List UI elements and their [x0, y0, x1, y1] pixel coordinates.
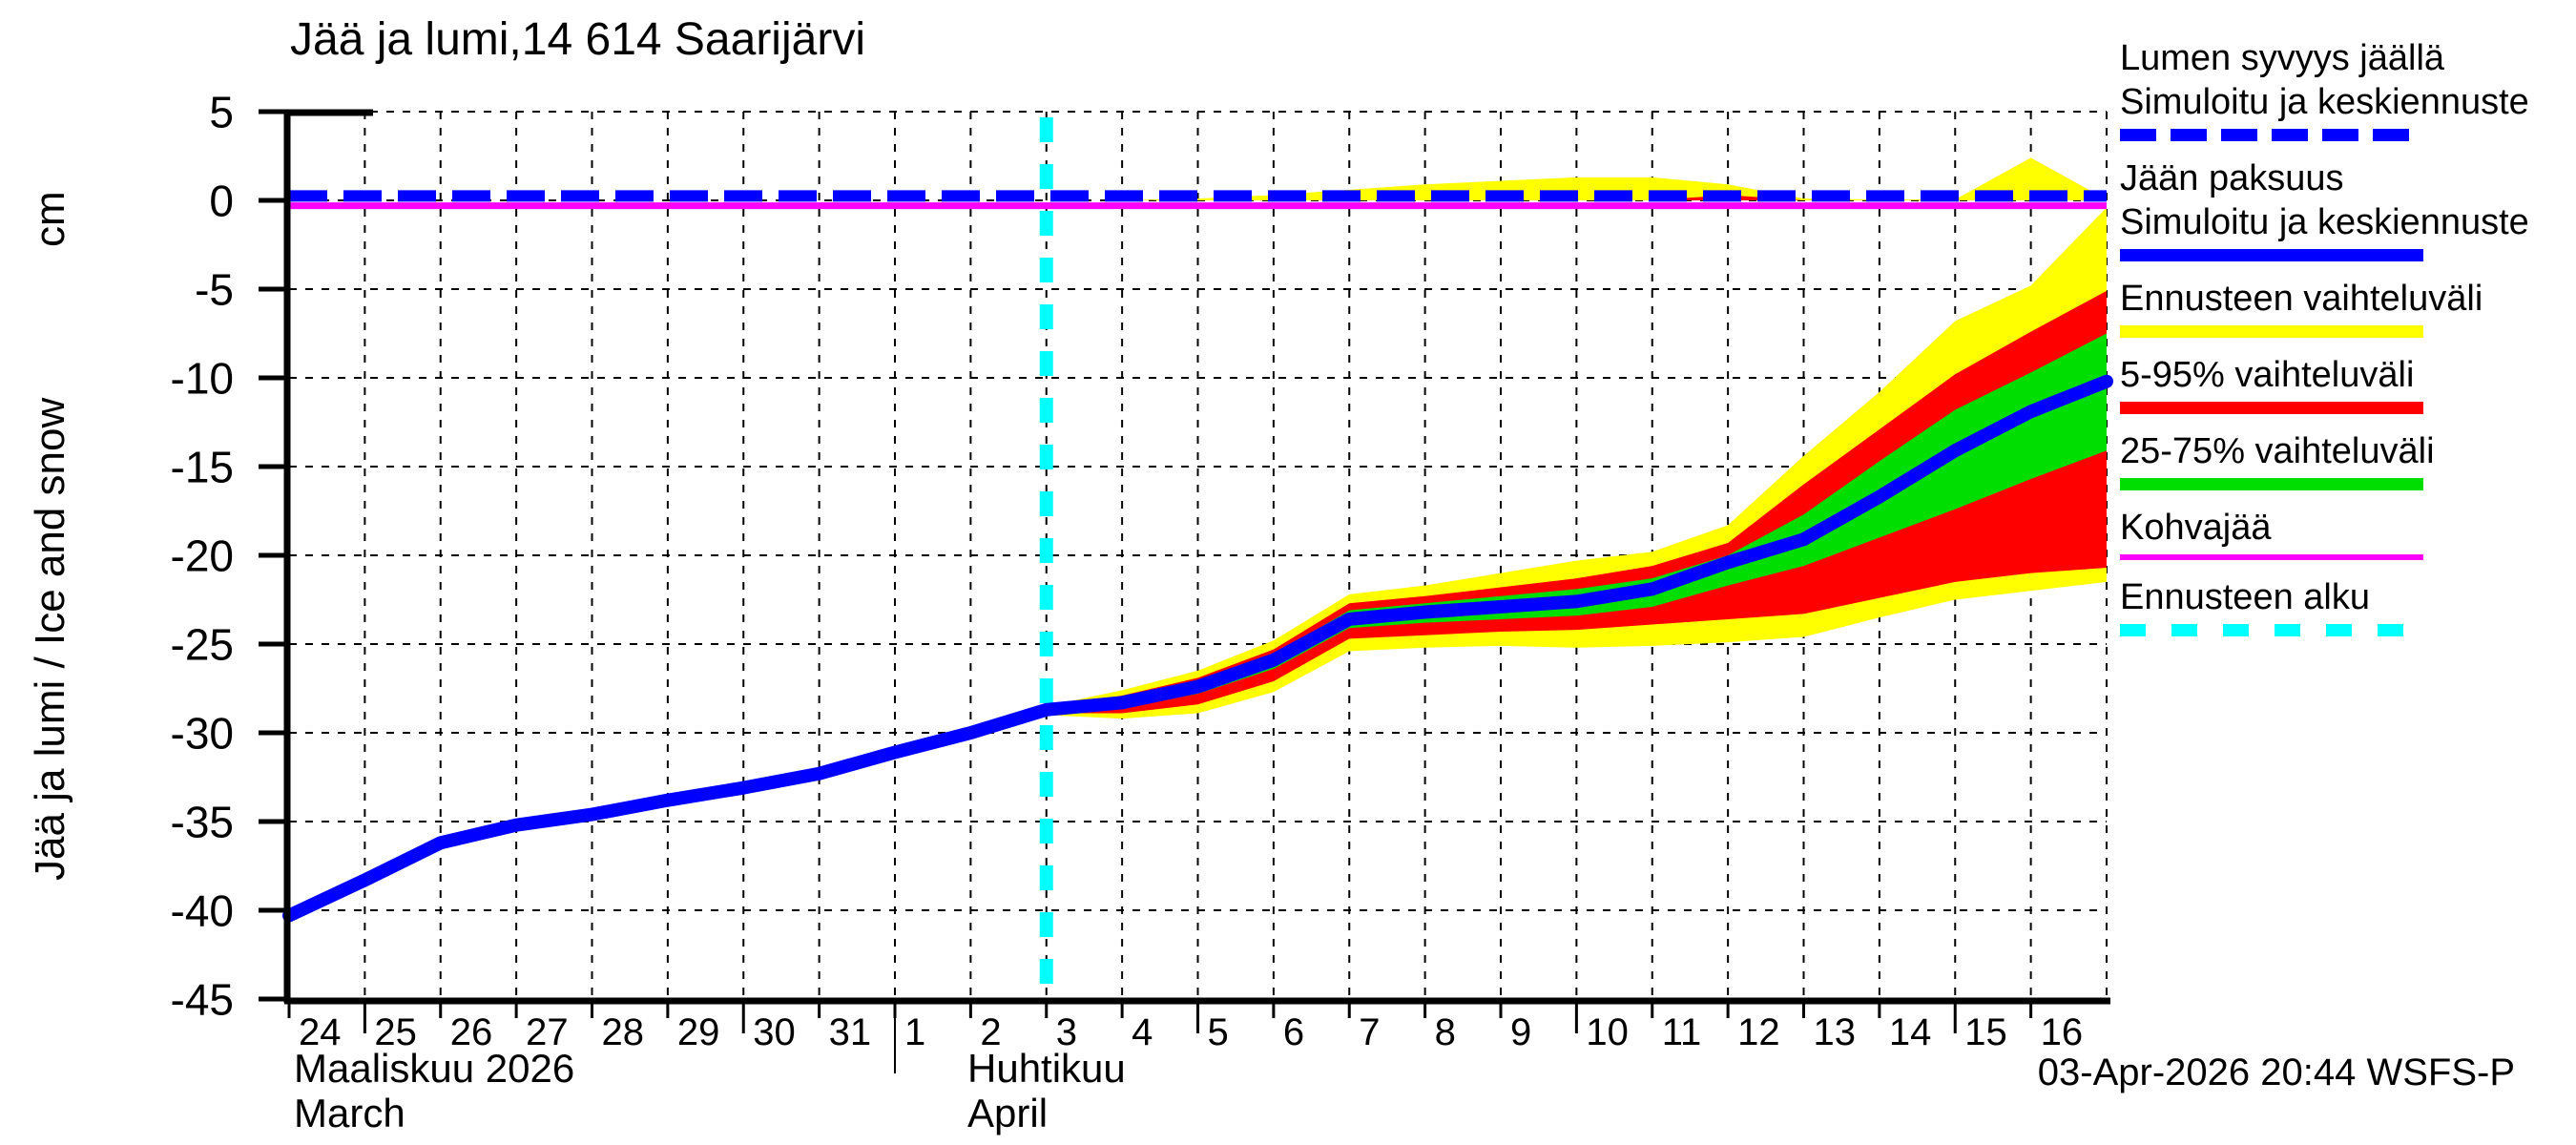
month-label-en: March [294, 1091, 405, 1135]
svg-text:-25: -25 [171, 620, 234, 670]
svg-text:-5: -5 [195, 265, 234, 315]
legend-label: Kohvajää [2120, 508, 2272, 548]
svg-text:16: 16 [2041, 1011, 2084, 1053]
svg-text:29: 29 [677, 1011, 720, 1053]
legend-label: Lumen syvyys jäällä [2120, 38, 2445, 78]
svg-text:1: 1 [904, 1011, 925, 1053]
svg-text:28: 28 [602, 1011, 645, 1053]
legend-label: Simuloitu ja keskiennuste [2120, 202, 2529, 242]
legend-line-swatch [2120, 325, 2423, 338]
legend-label: Ennusteen alku [2120, 577, 2370, 617]
legend-label: 5-95% vaihteluväli [2120, 355, 2415, 395]
svg-text:14: 14 [1889, 1011, 1932, 1053]
legend-entry-1: Jään paksuus Simuloitu ja keskiennuste [2120, 156, 2568, 261]
svg-text:27: 27 [526, 1011, 569, 1053]
svg-text:5: 5 [1208, 1011, 1229, 1053]
x-axis-month-april: Huhtikuu April [967, 1046, 1126, 1135]
legend-line-swatch [2120, 129, 2423, 141]
chart-title: Jää ja lumi,14 614 Saarijärvi [290, 14, 865, 65]
svg-text:12: 12 [1737, 1011, 1780, 1053]
run-timestamp: 03-Apr-2026 20:44 WSFS-P [2037, 1051, 2515, 1093]
svg-text:6: 6 [1283, 1011, 1304, 1053]
legend-entry-2: Ennusteen vaihteluväli [2120, 277, 2568, 338]
svg-text:-15: -15 [171, 443, 234, 492]
svg-text:31: 31 [829, 1011, 872, 1053]
svg-text:7: 7 [1359, 1011, 1380, 1053]
legend-entry-6: Ennusteen alku [2120, 575, 2568, 636]
legend-line-swatch [2120, 554, 2423, 560]
svg-text:30: 30 [753, 1011, 796, 1053]
svg-text:-45: -45 [171, 975, 234, 1025]
svg-text:-35: -35 [171, 798, 234, 847]
svg-text:13: 13 [1814, 1011, 1857, 1053]
svg-text:0: 0 [209, 177, 234, 226]
month-label-fi: Huhtikuu [967, 1046, 1126, 1091]
legend-entry-4: 25-75% vaihteluväli [2120, 429, 2568, 490]
legend-line-swatch [2120, 624, 2423, 636]
svg-text:24: 24 [299, 1011, 342, 1053]
legend-label: Jään paksuus [2120, 158, 2344, 198]
chart-legend: Lumen syvyys jäällä Simuloitu ja keskienn… [2120, 36, 2568, 652]
svg-text:-20: -20 [171, 531, 234, 581]
svg-text:2: 2 [980, 1011, 1001, 1053]
svg-text:11: 11 [1662, 1011, 1702, 1053]
legend-entry-3: 5-95% vaihteluväli [2120, 353, 2568, 414]
svg-text:25: 25 [374, 1011, 417, 1053]
month-label-fi: Maaliskuu 2026 [294, 1046, 575, 1091]
svg-text:15: 15 [1964, 1011, 2007, 1053]
legend-label: Simuloitu ja keskiennuste [2120, 82, 2529, 122]
legend-entry-5: Kohvajää [2120, 506, 2568, 560]
svg-text:4: 4 [1132, 1011, 1153, 1053]
legend-line-swatch [2120, 478, 2423, 490]
svg-text:26: 26 [450, 1011, 493, 1053]
legend-line-swatch [2120, 249, 2423, 261]
x-axis-month-march: Maaliskuu 2026 March [294, 1046, 574, 1135]
svg-text:10: 10 [1586, 1011, 1629, 1053]
legend-label: 25-75% vaihteluväli [2120, 431, 2435, 471]
svg-text:9: 9 [1510, 1011, 1531, 1053]
legend-label: Ennusteen vaihteluväli [2120, 279, 2483, 319]
svg-text:3: 3 [1056, 1011, 1077, 1053]
legend-entry-0: Lumen syvyys jäällä Simuloitu ja keskienn… [2120, 36, 2568, 141]
month-label-en: April [967, 1091, 1049, 1135]
svg-text:8: 8 [1435, 1011, 1456, 1053]
svg-text:5: 5 [209, 88, 234, 137]
svg-text:-30: -30 [171, 709, 234, 759]
legend-line-swatch [2120, 402, 2423, 414]
svg-text:-40: -40 [171, 886, 234, 936]
svg-text:-10: -10 [171, 354, 234, 404]
